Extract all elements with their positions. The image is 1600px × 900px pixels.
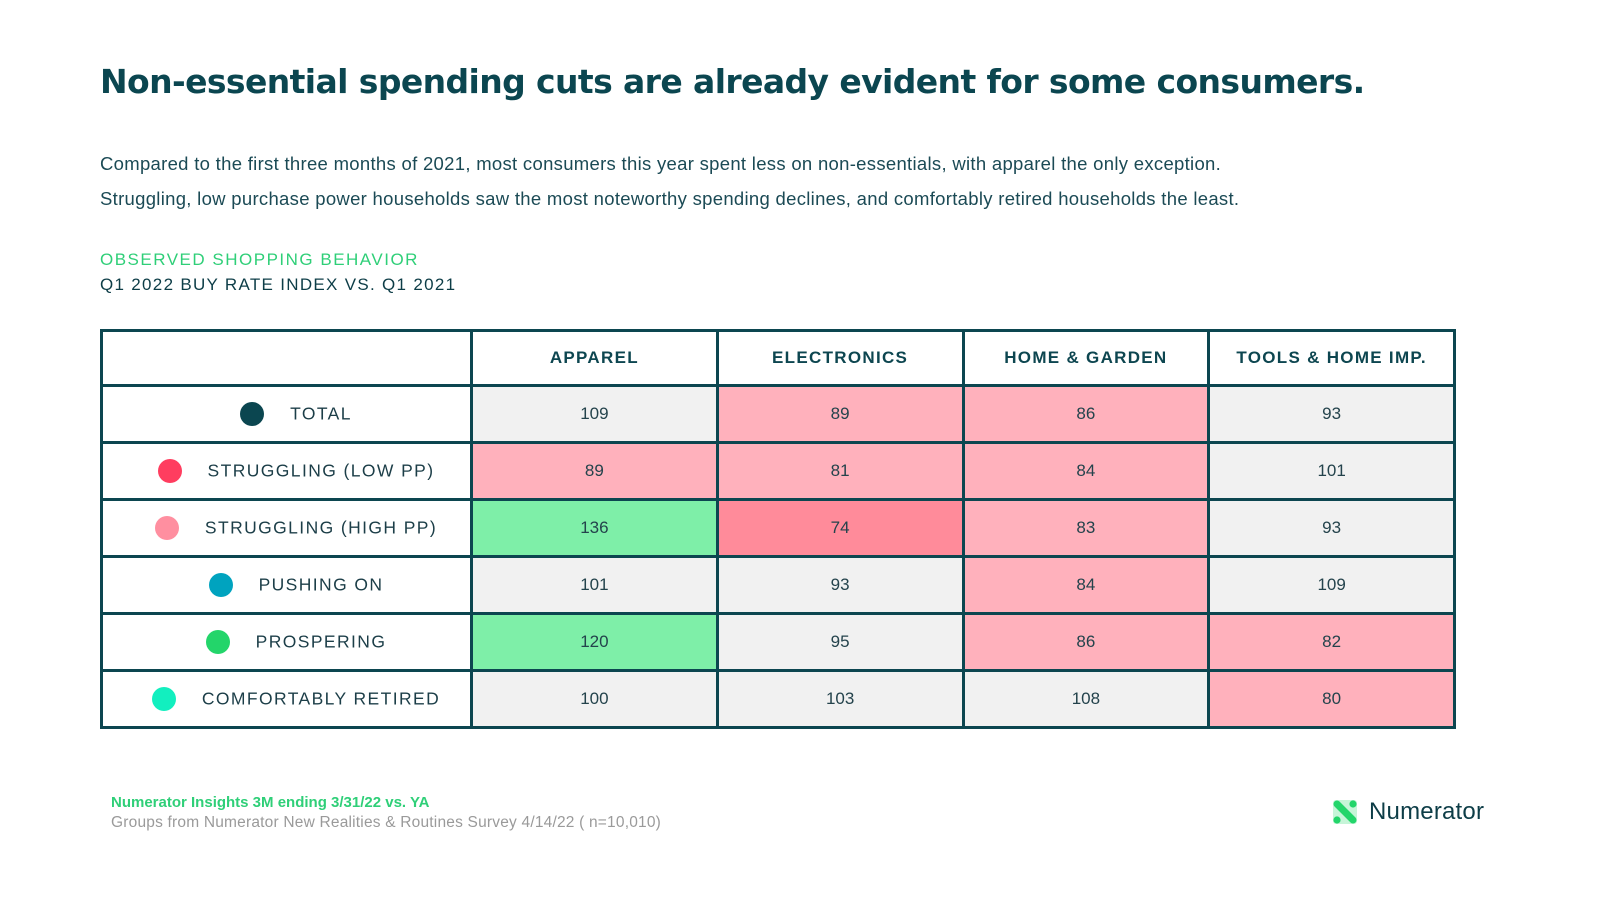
legend-dot-icon: [240, 402, 265, 426]
section-label: OBSERVED SHOPPING BEHAVIOR: [100, 250, 419, 269]
row-label: PROSPERING: [255, 631, 387, 652]
row-label: COMFORTABLY RETIRED: [201, 688, 441, 709]
row-label: STRUGGLING (LOW PP): [207, 460, 435, 481]
index-cell-apparel: 136: [470, 498, 719, 558]
section-sublabel: Q1 2022 BUY RATE INDEX VS. Q1 2021: [100, 275, 457, 294]
column-header-apparel: APPAREL: [470, 329, 719, 387]
table-header-row: APPAREL ELECTRONICS HOME & GARDEN TOOLS …: [100, 329, 1456, 387]
row-label: PUSHING ON: [258, 574, 384, 595]
row-label-cell: STRUGGLING (LOW PP): [100, 441, 473, 501]
index-cell-electronics: 95: [715, 612, 965, 672]
index-cell-tools-home-imp: 82: [1207, 612, 1456, 672]
index-cell-electronics: 89: [715, 384, 965, 444]
row-label-cell: TOTAL: [100, 384, 473, 444]
legend-dot-icon: [208, 573, 233, 597]
table-row-prospering: PROSPERING 120 95 86 82: [100, 612, 1456, 672]
index-cell-apparel: 109: [470, 384, 719, 444]
table-row-total: TOTAL 109 89 86 93: [100, 384, 1456, 444]
index-cell-apparel: 89: [470, 441, 719, 501]
index-cell-home-garden: 108: [961, 669, 1211, 729]
index-cell-home-garden: 83: [961, 498, 1211, 558]
row-label-cell: STRUGGLING (HIGH PP): [100, 498, 473, 558]
index-cell-home-garden: 86: [961, 384, 1211, 444]
table-row-pushing-on: PUSHING ON 101 93 84 109: [100, 555, 1456, 615]
brand-name: Numerator: [1369, 798, 1485, 825]
row-label-cell: PUSHING ON: [100, 555, 473, 615]
legend-dot-icon: [157, 459, 182, 483]
index-cell-tools-home-imp: 109: [1207, 555, 1456, 615]
column-header-tools-home-imp: TOOLS & HOME IMP.: [1207, 329, 1456, 387]
buy-rate-index-table: APPAREL ELECTRONICS HOME & GARDEN TOOLS …: [100, 329, 1456, 729]
index-cell-electronics: 74: [715, 498, 965, 558]
index-cell-apparel: 101: [470, 555, 719, 615]
row-label-cell: PROSPERING: [100, 612, 473, 672]
column-header-home-garden: HOME & GARDEN: [961, 329, 1211, 387]
row-label-cell: COMFORTABLY RETIRED: [100, 669, 473, 729]
legend-dot-icon: [151, 687, 176, 711]
row-label: TOTAL: [290, 403, 352, 424]
index-cell-apparel: 100: [470, 669, 719, 729]
index-cell-tools-home-imp: 101: [1207, 441, 1456, 501]
index-cell-home-garden: 84: [961, 441, 1211, 501]
numerator-logo: Numerator: [1331, 798, 1484, 826]
legend-dot-icon: [205, 630, 230, 654]
index-cell-apparel: 120: [470, 612, 719, 672]
page-title: Non-essential spending cuts are already …: [100, 62, 1365, 101]
row-label: STRUGGLING (HIGH PP): [204, 517, 438, 538]
legend-dot-icon: [154, 516, 179, 540]
table-row-struggling-low-pp: STRUGGLING (LOW PP) 89 81 84 101: [100, 441, 1456, 501]
index-cell-tools-home-imp: 93: [1207, 498, 1456, 558]
index-cell-electronics: 93: [715, 555, 965, 615]
index-cell-tools-home-imp: 93: [1207, 384, 1456, 444]
source-note: Numerator Insights 3M ending 3/31/22 vs.…: [111, 794, 430, 811]
table-row-struggling-high-pp: STRUGGLING (HIGH PP) 136 74 83 93: [100, 498, 1456, 558]
index-cell-home-garden: 86: [961, 612, 1211, 672]
column-header-segment: [100, 329, 473, 387]
column-header-electronics: ELECTRONICS: [715, 329, 965, 387]
subtitle: Compared to the first three months of 20…: [100, 146, 1480, 216]
numerator-logo-icon: [1333, 800, 1357, 824]
index-cell-tools-home-imp: 80: [1207, 669, 1456, 729]
index-cell-home-garden: 84: [961, 555, 1211, 615]
index-cell-electronics: 81: [715, 441, 965, 501]
table-row-comfortably-retired: COMFORTABLY RETIRED 100 103 108 80: [100, 669, 1456, 729]
subtitle-line-1: Compared to the first three months of 20…: [100, 153, 1222, 174]
subtitle-line-2: Struggling, low purchase power household…: [100, 188, 1240, 209]
index-cell-electronics: 103: [715, 669, 965, 729]
survey-note: Groups from Numerator New Realities & Ro…: [111, 814, 662, 831]
